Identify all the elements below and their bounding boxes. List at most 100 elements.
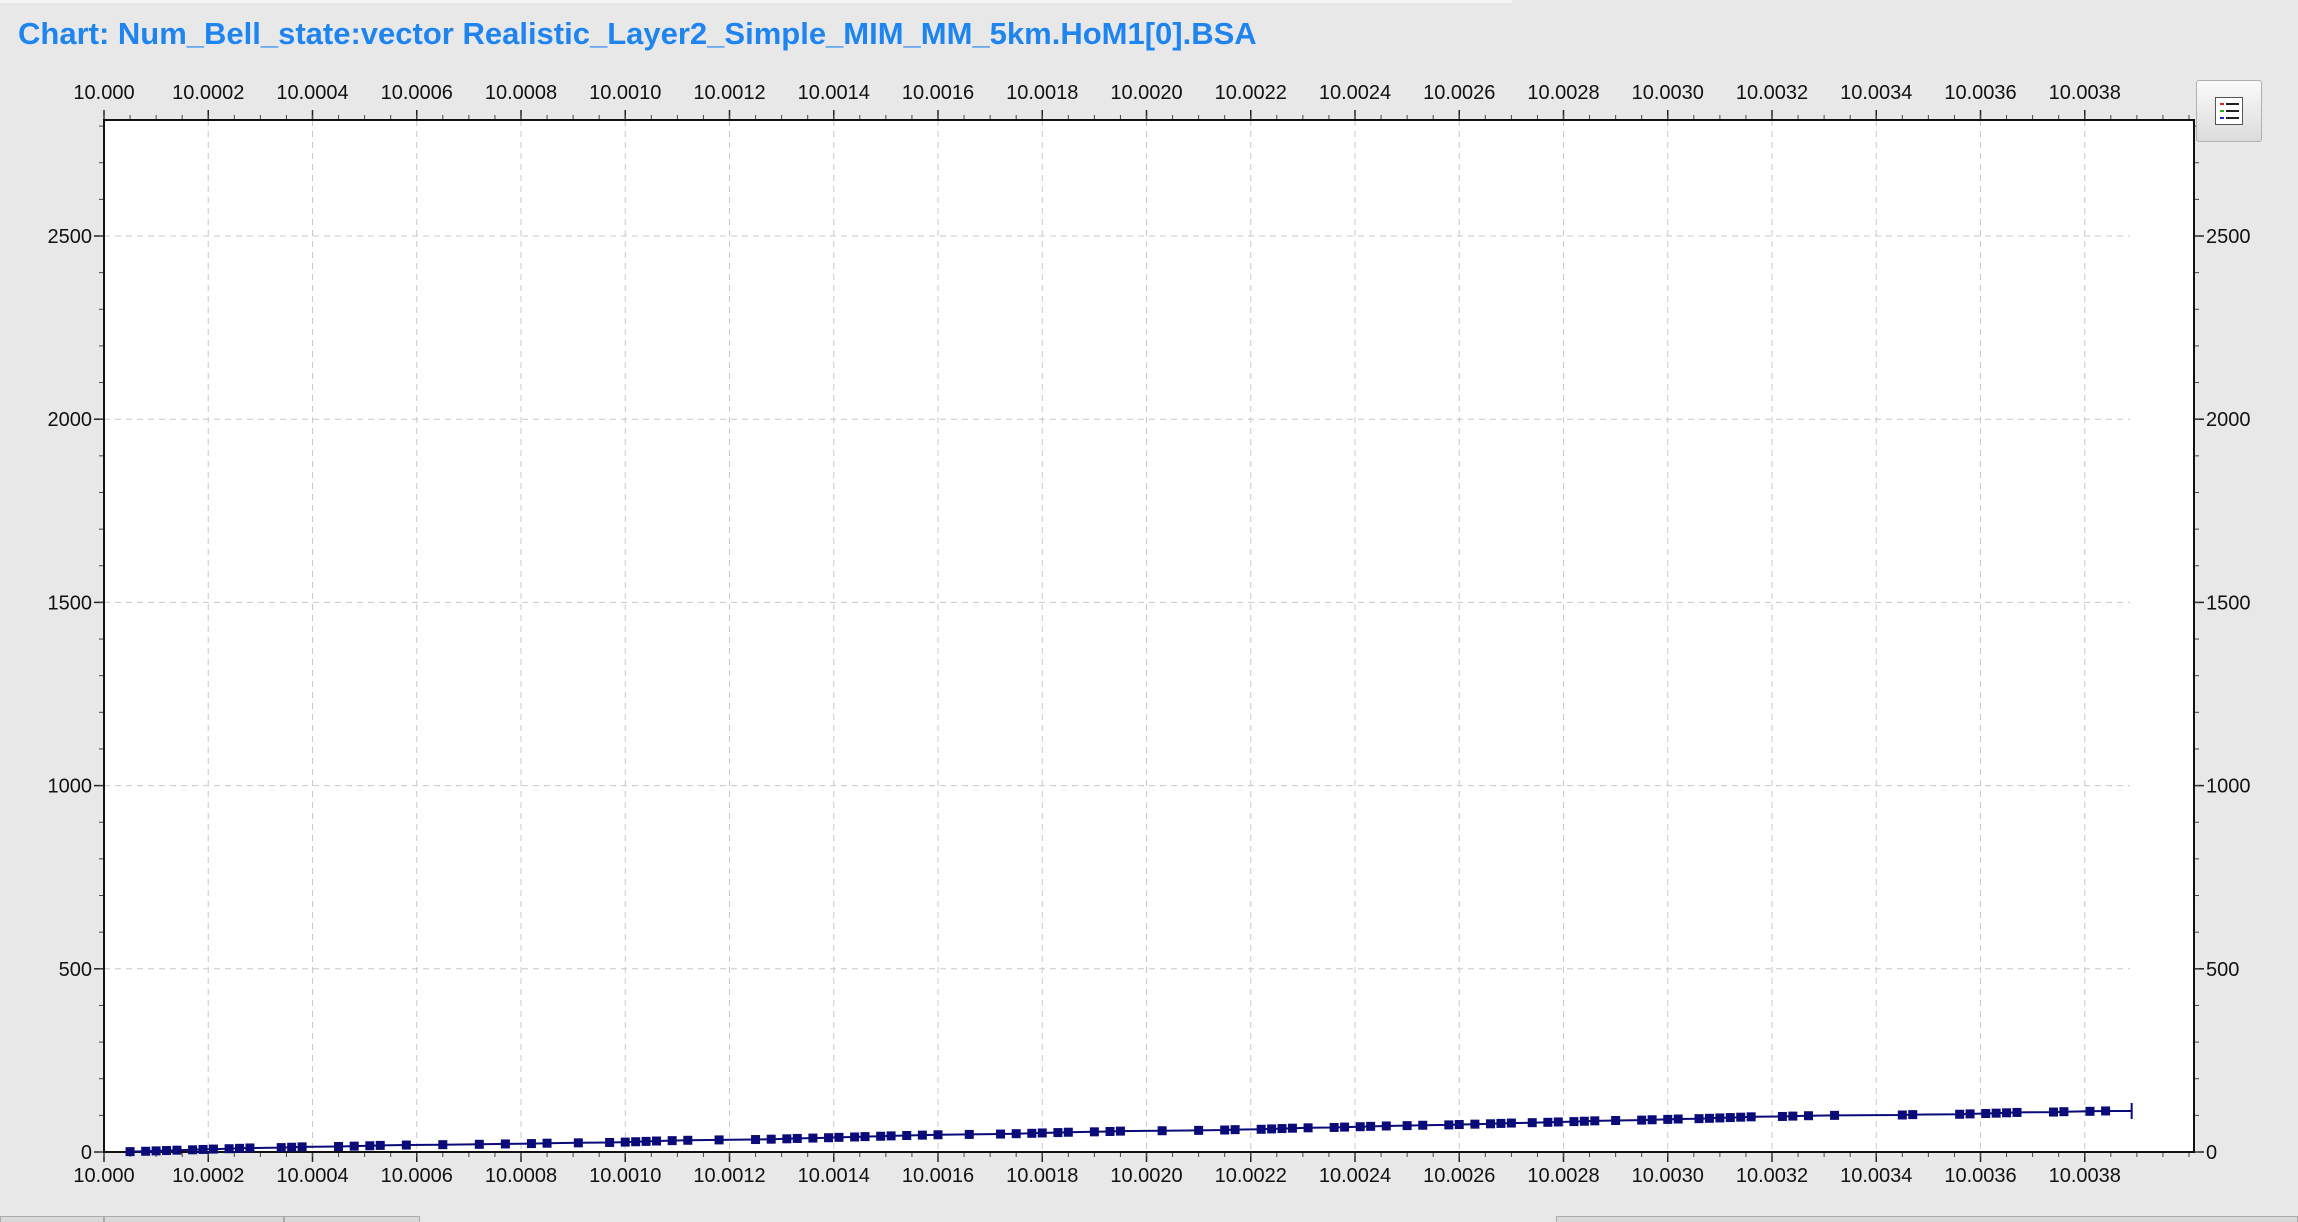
data-point [902, 1131, 912, 1141]
bottom-tab[interactable] [104, 1216, 284, 1222]
x-tick-label-top: 10.0012 [693, 82, 765, 104]
x-tick-label-top: 10.0024 [1319, 82, 1391, 104]
data-point [208, 1144, 218, 1154]
data-point [1267, 1124, 1277, 1134]
data-point [1454, 1120, 1464, 1130]
data-point [162, 1146, 172, 1156]
x-tick-label-top: 10.000 [73, 82, 134, 104]
data-point [808, 1133, 818, 1143]
data-point [1704, 1113, 1714, 1123]
data-point [1470, 1119, 1480, 1129]
y-tick-label-right: 2500 [2206, 226, 2251, 248]
data-point [1647, 1115, 1657, 1125]
data-point [824, 1133, 834, 1143]
legend-button[interactable] [2196, 80, 2262, 142]
data-point [1496, 1118, 1506, 1128]
data-point [1340, 1122, 1350, 1132]
data-point [1543, 1117, 1553, 1127]
data-point [792, 1133, 802, 1143]
data-point [1908, 1110, 1918, 1120]
y-tick-label-right: 1000 [2206, 776, 2251, 798]
x-tick-label-top: 10.0028 [1527, 82, 1599, 104]
y-tick-label-right: 500 [2206, 959, 2239, 981]
data-point [276, 1143, 286, 1153]
data-point [1955, 1109, 1965, 1119]
bottom-tab[interactable] [284, 1216, 420, 1222]
data-point [235, 1143, 245, 1153]
x-tick-label-top: 10.0010 [589, 82, 661, 104]
data-point [1381, 1121, 1391, 1131]
y-tick-label-left: 0 [81, 1142, 92, 1164]
data-point [1590, 1116, 1600, 1126]
x-tick-label-bottom: 10.0012 [693, 1165, 765, 1187]
data-point [1115, 1126, 1125, 1136]
data-point [782, 1134, 792, 1144]
data-point [1830, 1110, 1840, 1120]
data-point [542, 1138, 552, 1148]
data-point [917, 1130, 927, 1140]
data-point [287, 1142, 297, 1152]
x-tick-label-bottom: 10.0024 [1319, 1165, 1391, 1187]
data-point [1037, 1128, 1047, 1138]
data-point [573, 1138, 583, 1148]
data-point [1444, 1120, 1454, 1130]
data-point [1725, 1113, 1735, 1123]
data-point [1777, 1111, 1787, 1121]
y-tick-label-left: 2500 [48, 226, 93, 248]
data-point [1027, 1128, 1037, 1138]
data-point [850, 1132, 860, 1142]
data-point [438, 1140, 448, 1150]
x-tick-label-bottom: 10.0004 [276, 1165, 348, 1187]
data-point [2048, 1107, 2058, 1117]
data-point [1579, 1116, 1589, 1126]
data-point [964, 1129, 974, 1139]
data-point [1965, 1109, 1975, 1119]
x-tick-label-top: 10.0026 [1423, 82, 1495, 104]
data-point [1736, 1112, 1746, 1122]
data-point [876, 1131, 886, 1141]
x-tick-label-bottom: 10.0026 [1423, 1165, 1495, 1187]
data-point [1803, 1111, 1813, 1121]
bottom-tab[interactable] [1556, 1216, 2298, 1222]
data-point [1569, 1117, 1579, 1127]
bottom-tab[interactable] [0, 1216, 104, 1222]
data-point [1897, 1110, 1907, 1120]
window-top-strip [0, 0, 1512, 3]
data-point [1277, 1124, 1287, 1134]
y-tick-label-right: 2000 [2206, 409, 2251, 431]
data-point [2059, 1107, 2069, 1117]
x-tick-label-bottom: 10.0006 [381, 1165, 453, 1187]
data-point [224, 1144, 234, 1154]
x-tick-label-top: 10.0018 [1006, 82, 1078, 104]
data-point [1303, 1123, 1313, 1133]
data-point [188, 1145, 198, 1155]
data-point [1230, 1125, 1240, 1135]
data-point [1089, 1127, 1099, 1137]
data-point [125, 1147, 135, 1157]
data-point [141, 1146, 151, 1156]
data-point [605, 1137, 615, 1147]
data-point [667, 1136, 677, 1146]
data-point [1991, 1108, 2001, 1118]
data-point [620, 1137, 630, 1147]
y-tick-label-right: 0 [2206, 1142, 2217, 1164]
data-point [375, 1140, 385, 1150]
legend-list-icon [2215, 97, 2243, 125]
x-tick-label-bottom: 10.0022 [1215, 1165, 1287, 1187]
data-point [1506, 1118, 1516, 1128]
x-tick-label-top: 10.0008 [485, 82, 557, 104]
x-tick-label-bottom: 10.0020 [1110, 1165, 1182, 1187]
data-point [1105, 1126, 1115, 1136]
grid-lines [104, 120, 2130, 1152]
y-tick-label-left: 1000 [48, 776, 93, 798]
x-tick-label-bottom: 10.0008 [485, 1165, 557, 1187]
data-point [1194, 1125, 1204, 1135]
x-tick-label-top: 10.0022 [1215, 82, 1287, 104]
data-point [631, 1137, 641, 1147]
data-point [500, 1139, 510, 1149]
data-point [334, 1142, 344, 1152]
data-point [365, 1141, 375, 1151]
x-tick-label-bottom: 10.0016 [902, 1165, 974, 1187]
axes: 10.000 10.000 10.0002 10.0002 10.0004 10.0004… [48, 82, 2251, 1187]
data-point [172, 1145, 182, 1155]
